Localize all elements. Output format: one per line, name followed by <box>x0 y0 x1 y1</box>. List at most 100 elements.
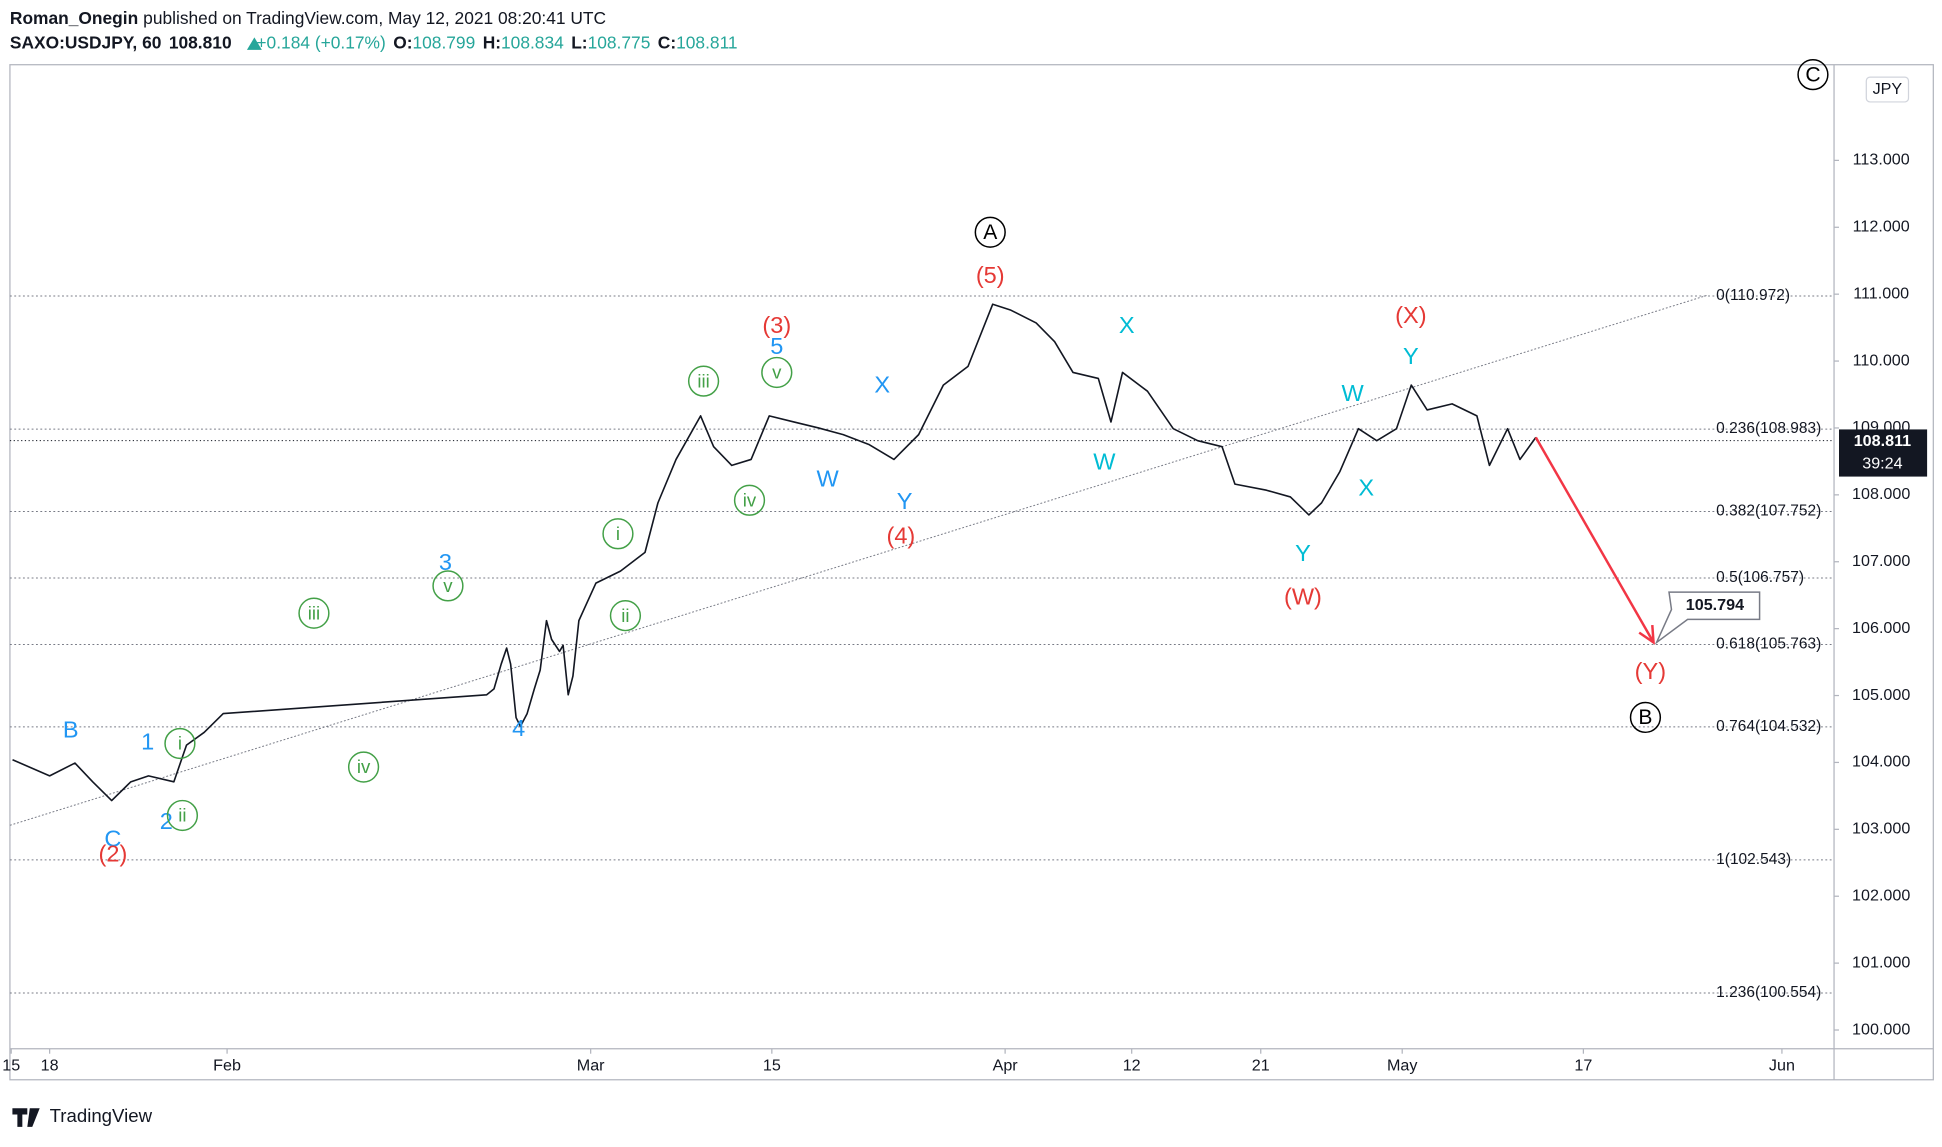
header-line: Roman_Onegin published on TradingView.com… <box>10 7 606 27</box>
annotation-ring <box>1797 59 1829 91</box>
annotation-ring <box>687 365 720 397</box>
wave-label: B <box>63 716 79 742</box>
y-tick-label: 104.000 <box>1852 753 1910 771</box>
wave-label: iii <box>697 370 709 391</box>
wave-label: (3) <box>762 312 791 338</box>
x-tick-label: May <box>1387 1056 1418 1074</box>
fib-label: 0.764(104.532) <box>1716 718 1821 735</box>
wave-label: (2) <box>99 840 128 866</box>
wave-label: X <box>1358 474 1374 500</box>
projection-label: 105.794 <box>1686 596 1744 614</box>
annotation-ring <box>432 570 464 602</box>
change: +0.184 (+0.17%) <box>256 32 385 52</box>
fib-label: 1.236(100.554) <box>1716 984 1821 1001</box>
ohlc-label: L: <box>571 32 587 52</box>
y-tick-label: 106.000 <box>1852 619 1910 637</box>
wave-label: (Y) <box>1635 658 1666 684</box>
wave-label: (5) <box>976 262 1005 288</box>
last-price-badge <box>1839 429 1928 477</box>
fib-label: 0(110.972) <box>1716 287 1790 304</box>
ohlc-value: 108.834 <box>501 32 564 52</box>
footer: TradingView <box>12 1105 153 1127</box>
countdown: 39:24 <box>1862 454 1902 472</box>
y-tick-label: 105.000 <box>1852 686 1910 704</box>
projection-callout <box>1654 591 1761 645</box>
x-tick-label: Feb <box>213 1056 241 1074</box>
wave-label: W <box>817 466 840 492</box>
x-tick-label: Jun <box>1769 1056 1795 1074</box>
wave-label: v <box>443 575 453 596</box>
y-tick-label: 102.000 <box>1852 886 1910 904</box>
x-tick-label: 17 <box>1574 1056 1592 1074</box>
wave-label: i <box>178 733 182 754</box>
x-tick-label: Mar <box>577 1056 605 1074</box>
wave-label: 2 <box>160 808 173 834</box>
fib-label: 1(102.543) <box>1716 851 1791 868</box>
x-tick-label: 15 <box>763 1056 781 1074</box>
wave-label: B <box>1638 706 1652 729</box>
ohlc-label: H: <box>483 32 501 52</box>
price-line <box>12 303 1537 802</box>
wave-label: Y <box>1295 540 1311 566</box>
currency-badge[interactable] <box>1865 76 1910 103</box>
y-tick-label: 100.000 <box>1852 1020 1910 1038</box>
frame <box>9 64 1934 1081</box>
x-tick-label: 18 <box>41 1056 59 1074</box>
up-arrow <box>246 37 262 50</box>
author: Roman_Onegin <box>10 7 138 27</box>
annotation-ring <box>298 597 330 629</box>
last-price: 108.811 <box>1854 432 1911 450</box>
wave-label: A <box>983 221 998 244</box>
y-tick-label: 101.000 <box>1852 953 1910 971</box>
wave-label: iv <box>743 489 757 510</box>
ohlc-label: O: <box>393 32 412 52</box>
symbol: SAXO:USDJPY, 60 <box>10 32 161 52</box>
wave-label: W <box>1093 448 1116 474</box>
annotation-ring <box>974 216 1006 248</box>
annotation-ring <box>602 518 634 550</box>
wave-label: iii <box>308 602 320 623</box>
ohlc-value: 108.775 <box>588 32 651 52</box>
wave-label: v <box>772 362 782 383</box>
wave-label: (4) <box>886 523 915 549</box>
published: published on TradingView.com, May 12, 20… <box>143 7 606 27</box>
wave-label: (X) <box>1395 302 1426 328</box>
wave-label: Y <box>897 488 913 514</box>
ohlc-value: 108.811 <box>676 32 737 52</box>
annotation-ring <box>347 751 380 783</box>
ohlc-label: C: <box>658 32 676 52</box>
x-tick-label: 15 <box>2 1056 20 1074</box>
brand: TradingView <box>50 1105 153 1126</box>
projection-arrow <box>1534 436 1655 644</box>
wave-label: 1 <box>141 729 154 755</box>
wave-label: Y <box>1403 343 1419 369</box>
y-tick-label: 113.000 <box>1853 151 1910 169</box>
annotation-ring <box>164 727 196 760</box>
currency: JPY <box>1873 80 1903 98</box>
annotation-ring <box>761 356 793 389</box>
annotation-ring <box>166 799 199 832</box>
wave-label: 3 <box>439 549 452 575</box>
y-tick-label: 103.000 <box>1852 820 1910 838</box>
x-tick-label: Apr <box>993 1056 1019 1074</box>
wave-label: 5 <box>770 333 783 359</box>
fib-label: 0.5(106.757) <box>1716 569 1804 586</box>
fib-label: 0.236(108.983) <box>1716 420 1821 437</box>
wave-label: 4 <box>512 715 525 741</box>
x-tick-label: 21 <box>1252 1056 1270 1074</box>
x-tick-label: 12 <box>1123 1056 1141 1074</box>
ohlc-value: 108.799 <box>412 32 475 52</box>
annotation-ring <box>609 600 642 632</box>
wave-label: X <box>1119 312 1135 338</box>
y-tick-label: 112.000 <box>1853 218 1910 236</box>
wave-label: C <box>1805 63 1820 86</box>
wave-label: iv <box>357 756 371 777</box>
wave-label: W <box>1341 380 1364 406</box>
y-tick-label: 110.000 <box>1853 351 1910 369</box>
y-tick-label: 108.000 <box>1852 485 1910 503</box>
wave-label: i <box>616 523 620 544</box>
annotation-ring <box>1629 701 1662 734</box>
arrow-head <box>1638 625 1655 645</box>
fib-label: 0.382(107.752) <box>1716 503 1821 520</box>
